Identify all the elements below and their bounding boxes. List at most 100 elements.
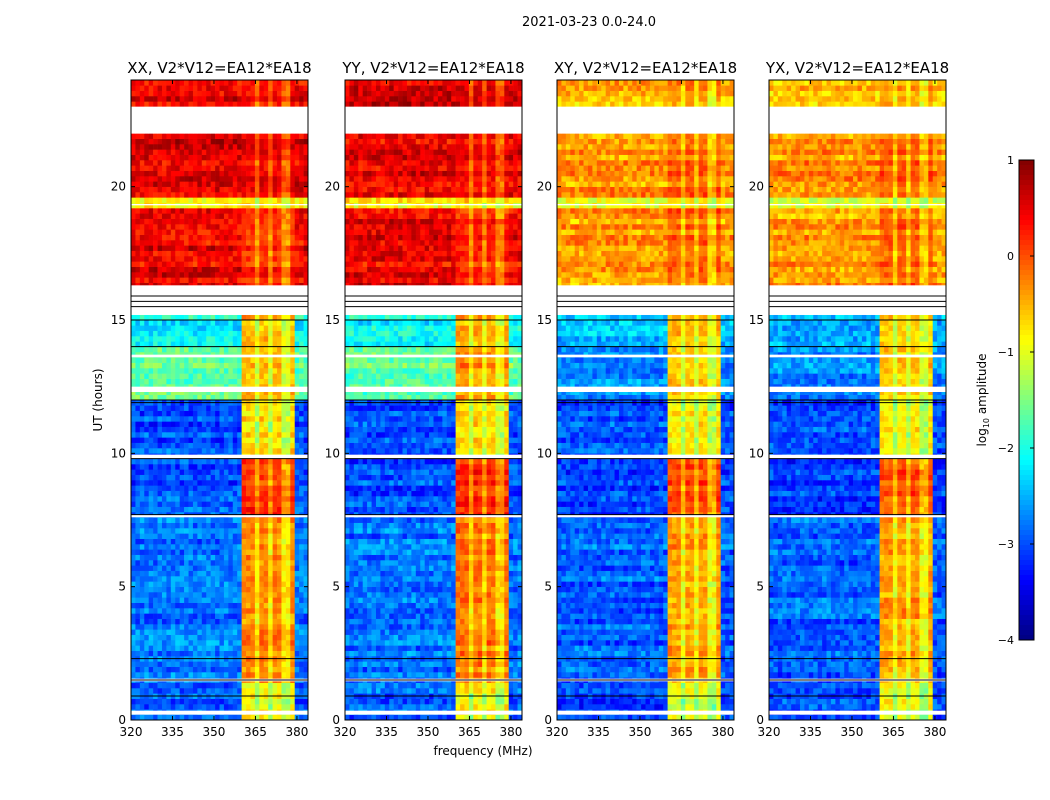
heatmap-cell [210,544,216,550]
heatmap-cell [259,698,265,705]
heatmap-cell [250,314,256,321]
heatmap-cell [157,602,163,609]
heatmap-cell [157,378,163,385]
heatmap-cell [188,506,194,513]
heatmap-cell [223,96,229,102]
heatmap-cell [206,261,211,267]
heatmap-cell [250,378,256,385]
heatmap-cell [170,480,176,486]
heatmap-cell [166,309,172,315]
heatmap-cell [263,192,269,198]
heatmap-cell [250,592,256,598]
heatmap-cell [277,346,282,353]
heatmap-cell [188,314,194,321]
heatmap-cell [170,149,176,155]
heatmap-cell [223,645,229,651]
heatmap-cell [254,176,260,182]
heatmap-cell [250,165,256,171]
heatmap-cell [166,192,172,198]
heatmap-cell [215,544,220,550]
heatmap-cell [272,485,278,491]
heatmap-cell [237,373,242,379]
heatmap-cell [215,469,220,475]
heatmap-cell [175,96,180,102]
heatmap-cell [259,325,265,331]
heatmap-cell [303,608,309,614]
heatmap-cell [277,176,282,182]
heatmap-cell [259,496,265,502]
heatmap-cell [192,602,198,609]
heatmap-cell [157,544,163,550]
heatmap-cell [188,538,194,545]
heatmap-cell [148,272,154,278]
heatmap-cell [131,464,136,470]
heatmap-cell [157,138,163,145]
heatmap-cell [246,613,251,619]
heatmap-cell [175,378,180,385]
heatmap-cell [281,394,287,401]
heatmap-cell [161,672,167,678]
heatmap-cell [188,197,194,203]
heatmap-cell [179,554,185,561]
heatmap-cell [201,362,207,369]
heatmap-cell [250,186,256,193]
heatmap-cell [197,522,203,529]
heatmap-cell [197,437,203,443]
heatmap-cell [223,192,229,198]
heatmap-cell [179,426,185,433]
heatmap-cell [263,314,269,321]
heatmap-cell [281,90,287,97]
heatmap-cell [294,597,300,603]
heatmap-cell [303,133,309,139]
heatmap-cell [299,250,304,257]
heatmap-cell [303,634,309,641]
heatmap-cell [281,208,287,214]
heatmap-cell [263,640,269,646]
heatmap-cell [139,661,145,667]
heatmap-cell [170,544,176,550]
heatmap-cell [192,640,198,646]
heatmap-cell [161,576,167,582]
heatmap-cell [228,229,234,235]
heatmap-cell [281,160,287,166]
heatmap-cell [241,416,247,422]
heatmap-cell [139,165,145,171]
heatmap-cell [367,704,372,710]
heatmap-cell [281,186,287,193]
heatmap-cell [254,186,260,193]
heatmap-cell [299,533,304,539]
heatmap-cell [135,426,141,433]
heatmap-cell [131,592,136,598]
heatmap-cell [219,266,225,273]
heatmap-cell [161,192,167,198]
heatmap-cell [277,208,282,214]
heatmap-cell [153,437,158,443]
heatmap-cell [210,229,216,235]
heatmap-cell [281,565,287,571]
heatmap-cell [254,528,260,534]
heatmap-cell [175,341,180,347]
heatmap-cell [135,565,141,571]
heatmap-cell [290,672,296,678]
heatmap-cell [299,442,304,449]
heatmap-cell [281,560,287,566]
heatmap-cell [157,501,163,507]
heatmap-cell [268,314,273,321]
heatmap-cell [166,592,172,598]
heatmap-cell [277,373,282,379]
heatmap-cell [237,565,242,571]
heatmap-cell [285,624,291,630]
heatmap-cell [290,272,296,278]
heatmap-cell [184,544,189,550]
heatmap-cell [148,394,154,401]
heatmap-cell [263,357,269,363]
heatmap-cell [241,234,247,241]
heatmap-cell [161,314,167,321]
heatmap-cell [192,368,198,374]
heatmap-cell [135,544,141,550]
heatmap-cell [184,506,189,513]
heatmap-cell [201,421,207,427]
heatmap-cell [246,170,251,177]
heatmap-cell [192,432,198,438]
heatmap-cell [139,586,145,593]
